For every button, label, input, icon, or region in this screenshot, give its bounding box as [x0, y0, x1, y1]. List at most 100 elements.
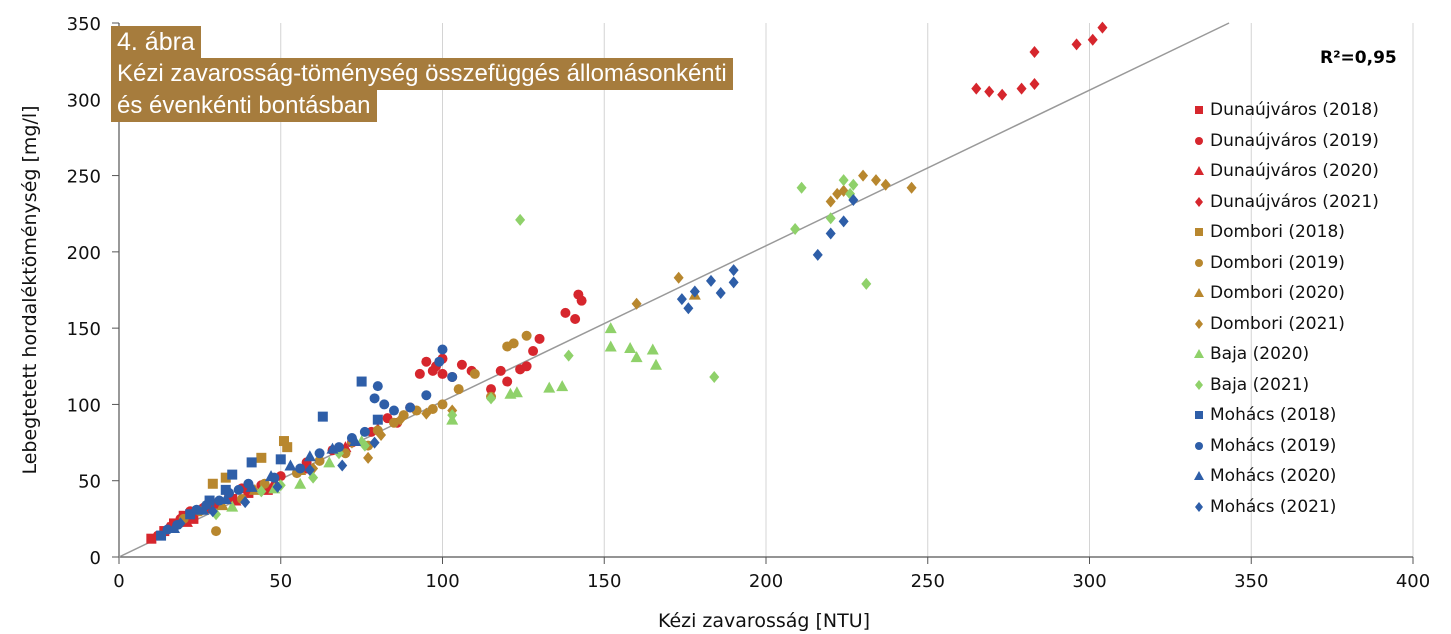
data-point	[825, 212, 836, 225]
x-tick-label: 50	[269, 571, 292, 592]
data-point	[570, 313, 581, 324]
data-point	[427, 404, 438, 415]
data-point	[294, 477, 307, 489]
legend-label: Baja (2021)	[1210, 374, 1310, 395]
data-point	[528, 346, 539, 357]
data-point	[211, 526, 222, 537]
data-point	[156, 530, 167, 541]
figure-label: 4. ábra	[111, 26, 201, 58]
data-point	[456, 359, 467, 370]
data-point	[604, 322, 617, 334]
data-point	[243, 487, 254, 498]
data-point	[369, 436, 380, 449]
data-point	[167, 522, 180, 534]
data-point	[848, 193, 859, 206]
legend-marker	[1195, 379, 1203, 390]
data-point	[838, 174, 849, 187]
data-point	[521, 361, 532, 372]
data-point	[510, 386, 523, 398]
legend-label: Dunaújváros (2020)	[1210, 161, 1379, 182]
legend-marker	[1194, 288, 1204, 298]
figure-title-line-1: Kézi zavarosság-töménység összefüggés ál…	[111, 58, 733, 90]
data-point	[486, 392, 497, 405]
data-point	[673, 271, 684, 284]
legend-marker	[1195, 228, 1203, 237]
data-point	[282, 442, 293, 453]
data-point	[395, 413, 406, 426]
data-point	[858, 169, 869, 182]
data-point	[363, 451, 374, 464]
x-tick-label: 300	[1072, 571, 1106, 592]
legend-label: Mohács (2019)	[1210, 435, 1337, 456]
legend-item: Mohács (2021)	[1192, 492, 1379, 523]
data-point	[333, 442, 344, 453]
series-group	[162, 344, 458, 535]
data-point	[437, 399, 448, 410]
data-point	[508, 338, 519, 349]
data-point	[650, 358, 663, 370]
data-point	[216, 499, 229, 511]
data-point	[515, 213, 526, 226]
data-point	[689, 285, 700, 298]
r-squared-annotation: R²=0,95	[1320, 48, 1397, 68]
data-point	[326, 442, 339, 454]
data-point	[469, 368, 480, 379]
data-point	[709, 370, 720, 383]
data-point	[534, 333, 545, 344]
data-point	[226, 500, 239, 512]
legend-item: Dombori (2018)	[1192, 217, 1379, 248]
data-point	[359, 439, 370, 452]
data-point	[265, 470, 278, 482]
data-point	[1029, 45, 1040, 58]
legend-item: Dunaújváros (2020)	[1192, 156, 1379, 187]
y-tick-label: 300	[67, 90, 101, 111]
data-point	[576, 295, 587, 306]
data-point	[848, 178, 859, 191]
data-point	[317, 411, 328, 422]
legend-label: Baja (2020)	[1210, 344, 1310, 365]
data-point	[624, 341, 637, 353]
data-point	[421, 407, 432, 420]
series-group	[167, 435, 362, 534]
data-point	[207, 505, 218, 518]
legend-item: Dombori (2020)	[1192, 278, 1379, 309]
data-point	[421, 356, 432, 367]
y-tick-label: 50	[78, 472, 101, 493]
data-point	[906, 181, 917, 194]
series-group	[175, 193, 859, 530]
data-point	[227, 469, 238, 480]
series-group	[971, 21, 1108, 101]
data-point	[861, 277, 872, 290]
data-point	[278, 436, 289, 447]
y-tick-label: 350	[67, 14, 101, 35]
data-point	[414, 368, 425, 379]
data-point	[838, 215, 849, 228]
data-point	[646, 343, 659, 355]
data-point	[715, 287, 726, 300]
y-axis-label: Lebegtetett hordaléktöménység [mg/l]	[19, 105, 41, 474]
data-point	[543, 381, 556, 393]
legend-label: Mohács (2018)	[1210, 405, 1337, 426]
legend-item: Mohács (2018)	[1192, 400, 1379, 431]
data-point	[259, 478, 270, 489]
data-point	[984, 85, 995, 98]
legend-label: Dunaújváros (2021)	[1210, 191, 1379, 212]
data-point	[676, 293, 687, 306]
data-point	[728, 276, 739, 289]
data-point	[728, 264, 739, 277]
data-point	[240, 496, 251, 509]
data-point	[825, 227, 836, 240]
legend-marker	[1195, 258, 1203, 267]
data-point	[560, 307, 571, 318]
data-point	[233, 484, 244, 495]
data-point	[486, 384, 497, 395]
y-tick-label: 150	[67, 319, 101, 340]
data-point	[563, 349, 574, 362]
data-point	[1097, 21, 1108, 34]
legend-label: Dombori (2021)	[1210, 313, 1345, 334]
data-point	[604, 340, 617, 352]
data-point	[812, 248, 823, 261]
data-point	[359, 426, 370, 437]
x-tick-label: 350	[1234, 571, 1268, 592]
data-point	[825, 195, 836, 208]
